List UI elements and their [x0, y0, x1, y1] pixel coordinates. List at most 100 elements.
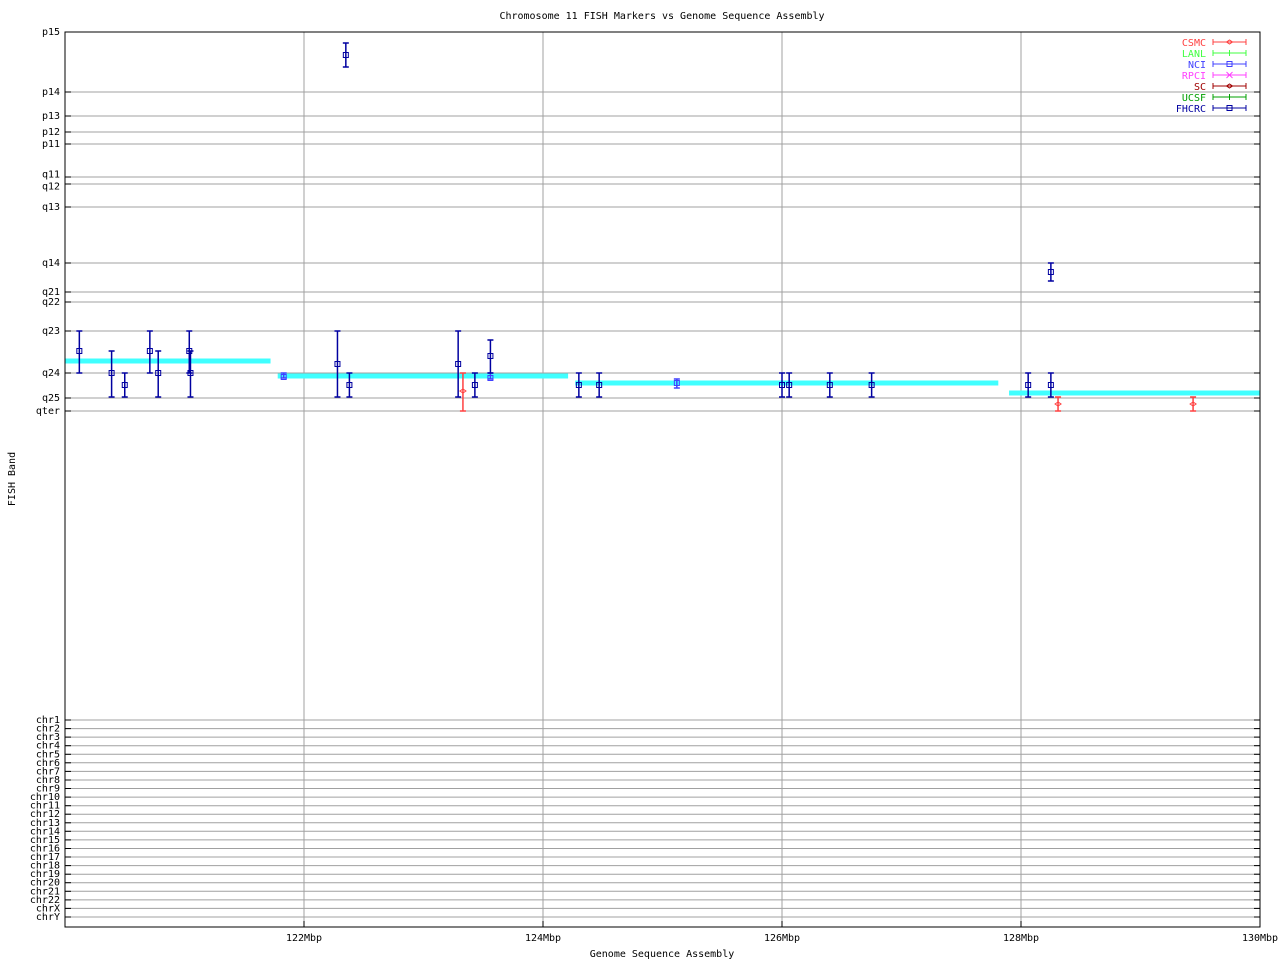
y-tick-label: q24: [42, 368, 60, 379]
square-marker: [342, 52, 349, 58]
data-point-fhcrc: [1025, 372, 1032, 398]
y-tick-label: chr3: [36, 732, 60, 743]
data-point-nci: [280, 372, 287, 380]
legend-label-nci: NCI: [1188, 60, 1206, 71]
diamond-marker: [1054, 401, 1062, 407]
diamond-marker: [1225, 39, 1234, 45]
data-point-fhcrc: [334, 330, 341, 398]
square-marker: [146, 348, 153, 354]
square-marker: [575, 382, 582, 388]
y-tick-label: q14: [42, 258, 60, 269]
square-marker: [868, 382, 875, 388]
square-marker: [346, 382, 353, 388]
data-point-fhcrc: [826, 372, 833, 398]
y-tick-label: chr15: [30, 835, 60, 846]
data-marks: [76, 42, 1197, 412]
plot-border: [64, 31, 1261, 928]
diamond-marker: [1189, 401, 1197, 407]
x-tick-label: 124Mbp: [525, 933, 561, 944]
square-marker: [121, 382, 128, 388]
y-tick-label: chr7: [36, 766, 60, 777]
data-point-fhcrc: [342, 42, 349, 68]
data-point-fhcrc: [575, 372, 582, 398]
square-marker: [455, 361, 462, 367]
data-point-fhcrc: [596, 372, 603, 398]
y-tick-label: chr9: [36, 784, 60, 795]
legend-label-fhcrc: FHCRC: [1176, 104, 1206, 115]
y-tick-label: q21: [42, 287, 60, 298]
square-marker: [76, 348, 83, 354]
y-tick-label: chr10: [30, 792, 60, 803]
y-tick-label: q22: [42, 297, 60, 308]
data-point-csmc: [1054, 396, 1062, 412]
y-tick-label: chr16: [30, 844, 60, 855]
data-point-fhcrc: [76, 330, 83, 374]
legend-label-lanl: LANL: [1182, 49, 1206, 60]
y-tick-label: chr12: [30, 809, 60, 820]
data-point-fhcrc: [187, 350, 194, 398]
data-point-fhcrc: [779, 372, 785, 398]
data-point-fhcrc: [487, 339, 494, 374]
y-tick-label: chr11: [30, 801, 60, 812]
y-tick-label: chr18: [30, 861, 60, 872]
square-marker: [334, 361, 341, 367]
chart-title: Chromosome 11 FISH Markers vs Genome Seq…: [499, 11, 824, 22]
data-point-fhcrc: [455, 330, 462, 398]
square-marker: [471, 382, 478, 388]
data-point-csmc: [1189, 396, 1197, 412]
legend-label-rpci: RPCI: [1182, 71, 1206, 82]
diamond-marker: [1225, 83, 1234, 89]
plus-marker: [1226, 94, 1233, 100]
diamond-marker: [459, 388, 467, 394]
y-tick-label: chr13: [30, 818, 60, 829]
y-tick-label: chr20: [30, 878, 60, 889]
grid-lines: [65, 31, 1260, 927]
legend-label-sc: SC: [1194, 82, 1206, 93]
y-tick-label: q23: [42, 326, 60, 337]
y-tick-label: chr14: [30, 826, 60, 837]
y-tick-label: chr21: [30, 886, 60, 897]
data-point-fhcrc: [1047, 372, 1054, 398]
y-tick-label: chr2: [36, 724, 60, 735]
y-tick-label: chr1: [36, 715, 60, 726]
data-point-fhcrc: [155, 350, 162, 398]
y-tick-label: q13: [42, 202, 60, 213]
y-tick-label: chr8: [36, 775, 60, 786]
data-point-fhcrc: [868, 372, 875, 398]
y-tick-label: chr6: [36, 758, 60, 769]
square-marker: [280, 374, 287, 380]
square-marker: [826, 382, 833, 388]
data-point-fhcrc: [146, 330, 153, 374]
y-tick-label: q25: [42, 393, 60, 404]
square-marker: [487, 375, 494, 381]
legend-label-csmc: CSMC: [1182, 38, 1206, 49]
data-point-fhcrc: [471, 372, 478, 398]
data-point-fhcrc: [1047, 262, 1054, 282]
y-tick-label: p12: [42, 127, 60, 138]
y-tick-label: chrY: [36, 912, 60, 923]
y-tick-label: chr19: [30, 869, 60, 880]
y-tick-label: p15: [42, 27, 60, 38]
square-marker: [673, 380, 680, 386]
assembly-segments: [65, 358, 1260, 396]
y-tick-label: p14: [42, 87, 60, 98]
y-tick-label: chrX: [36, 903, 60, 914]
square-marker: [155, 370, 162, 376]
square-marker: [779, 382, 785, 388]
legend-label-ucsf: UCSF: [1182, 93, 1206, 104]
square-marker: [487, 353, 494, 359]
y-tick-label: chr22: [30, 895, 60, 906]
square-marker: [187, 370, 194, 376]
square-marker: [1226, 105, 1233, 111]
data-point-nci: [673, 378, 680, 389]
cross-marker: [1226, 71, 1233, 79]
data-point-csmc: [459, 372, 467, 412]
y-tick-label: chr4: [36, 741, 60, 752]
square-marker: [1047, 269, 1054, 275]
y-tick-label: p11: [42, 139, 60, 150]
data-point-fhcrc: [786, 372, 793, 398]
data-point-fhcrc: [346, 372, 353, 398]
data-point-fhcrc: [186, 330, 193, 374]
